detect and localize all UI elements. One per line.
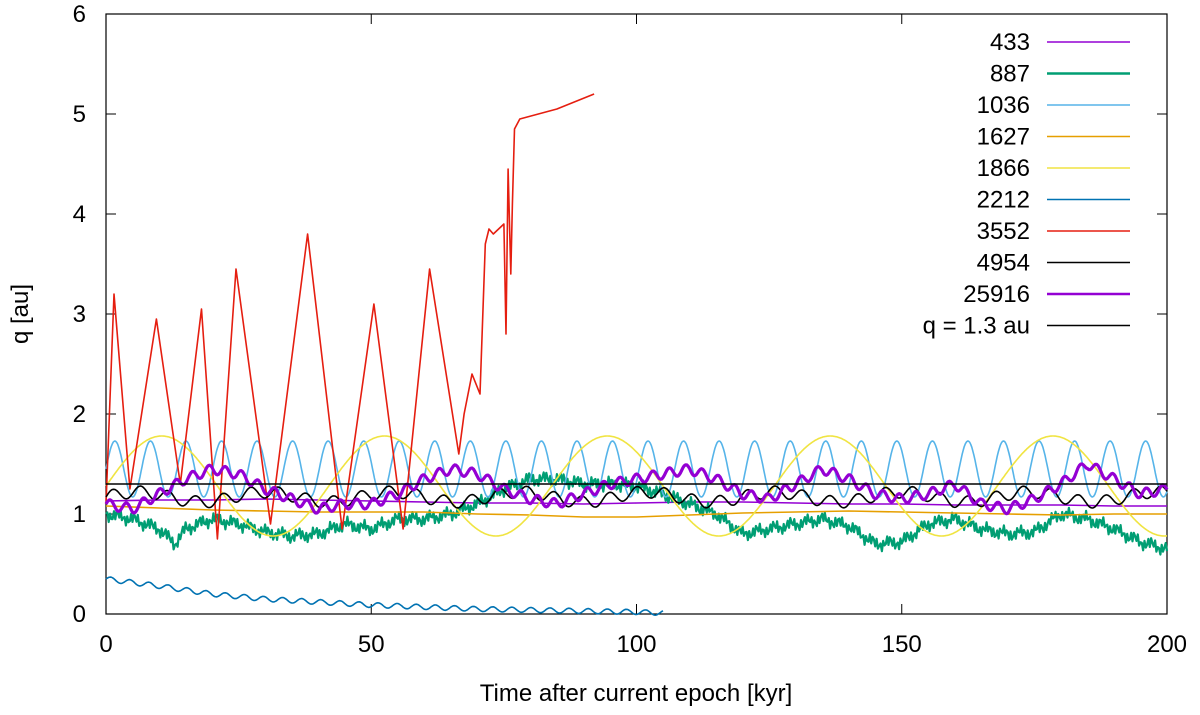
series-line-1036 — [105, 440, 1168, 498]
legend-label: 2212 — [977, 187, 1030, 214]
series-line-25916 — [104, 462, 1169, 516]
legend: 433 887 1036 1627 1866 2212 3552 4954 25916 q = 1… — [923, 29, 1130, 340]
x-tick-label: 100 — [616, 631, 656, 658]
series-line-3552 — [105, 93, 595, 540]
x-tick-label: 50 — [358, 631, 385, 658]
y-tick-label: 5 — [73, 101, 86, 128]
series-layer — [104, 93, 1169, 616]
legend-label: 1627 — [977, 124, 1030, 151]
x-axis-label: Time after current epoch [kyr] — [480, 680, 793, 707]
legend-label: 25916 — [963, 281, 1030, 308]
x-tick-label: 150 — [882, 631, 922, 658]
axis-ticks: 0 50 100 150 200 0 1 2 3 4 5 6 — [73, 1, 1187, 658]
series-line-4954 — [105, 485, 1168, 509]
legend-label: q = 1.3 au — [923, 313, 1030, 340]
series-line-1627 — [105, 505, 1167, 518]
y-tick-label: 2 — [73, 401, 86, 428]
legend-label: 4954 — [977, 250, 1030, 277]
legend-label: 887 — [990, 61, 1030, 88]
y-tick-label: 6 — [73, 1, 86, 28]
y-tick-label: 3 — [73, 301, 86, 328]
y-tick-label: 4 — [73, 201, 86, 228]
y-axis-label: q [au] — [7, 284, 34, 344]
y-tick-label: 0 — [73, 601, 86, 628]
legend-label: 3552 — [977, 218, 1030, 245]
x-tick-label: 0 — [99, 631, 112, 658]
legend-label: 1866 — [977, 155, 1030, 182]
series-line-887 — [105, 471, 1169, 556]
y-tick-label: 1 — [73, 501, 86, 528]
legend-label: 1036 — [977, 92, 1030, 119]
series-line-2212 — [105, 576, 664, 616]
x-tick-label: 200 — [1147, 631, 1187, 658]
legend-label: 433 — [990, 29, 1030, 56]
